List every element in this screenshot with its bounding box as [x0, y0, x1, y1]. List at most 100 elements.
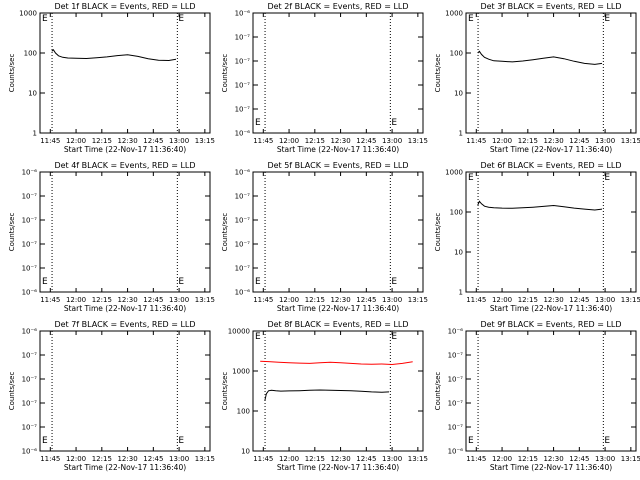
y-tick-label: 10⁻⁶ — [235, 169, 251, 177]
x-tick-label: 13:00 — [169, 137, 189, 145]
y-tick-label: 1000 — [19, 10, 37, 18]
y-tick-label: 100 — [24, 50, 37, 58]
y-tick-label: 1000 — [445, 10, 463, 18]
y-tick-label: 10⁻⁶ — [22, 448, 38, 456]
x-tick-label: 12:15 — [518, 137, 538, 145]
plot-frame — [465, 171, 637, 293]
x-tick-label: 12:00 — [492, 455, 512, 463]
panel-det-4: Det 4f BLACK = Events, RED = LLD 11:45 12:… — [8, 161, 215, 313]
x-tick-label: 12:30 — [330, 296, 350, 304]
x-tick-label: 11:45 — [253, 455, 273, 463]
x-tick-label: 13:00 — [382, 296, 402, 304]
y-axis-label: Counts/sec — [221, 54, 229, 93]
y-tick-label: 10 — [454, 249, 463, 257]
x-tick-label: 13:00 — [382, 455, 402, 463]
x-tick-label: 13:00 — [169, 296, 189, 304]
panel-title: Det 6f BLACK = Events, RED = LLD — [480, 161, 621, 170]
event-marker-start: E — [255, 277, 261, 287]
x-tick-label: 13:15 — [195, 137, 215, 145]
x-tick-label: 12:45 — [569, 455, 589, 463]
x-tick-label: 12:15 — [92, 296, 112, 304]
x-tick-label: 12:00 — [279, 296, 299, 304]
x-tick-label: 12:30 — [543, 296, 563, 304]
y-tick-label: 10 — [241, 448, 250, 456]
panel-det-3: Det 3f BLACK = Events, RED = LLD 11:45 12:… — [434, 2, 640, 154]
x-tick-label: 12:00 — [66, 137, 86, 145]
y-tick-label: 10⁻⁷ — [235, 106, 251, 114]
x-tick-label: 13:00 — [595, 137, 615, 145]
x-tick-label: 12:45 — [569, 137, 589, 145]
y-axis-label: Counts/sec — [221, 372, 229, 411]
y-axis-label: Counts/sec — [8, 372, 16, 411]
x-tick-label: 12:45 — [356, 137, 376, 145]
x-tick-label: 11:45 — [253, 296, 273, 304]
x-tick-label: 11:45 — [40, 137, 60, 145]
y-tick-label: 10000 — [228, 328, 250, 336]
x-tick-label: 12:30 — [543, 137, 563, 145]
x-tick-label: 11:45 — [466, 455, 486, 463]
plot-frame — [39, 330, 211, 452]
x-tick-label: 12:00 — [279, 137, 299, 145]
y-tick-label: 10⁻⁶ — [22, 328, 38, 336]
y-tick-label: 10⁻⁷ — [22, 424, 38, 432]
x-tick-label: 13:00 — [382, 137, 402, 145]
y-tick-label: 10⁻⁶ — [448, 448, 464, 456]
x-tick-label: 13:15 — [408, 455, 428, 463]
x-tick-label: 12:45 — [143, 455, 163, 463]
plot-frame — [252, 171, 424, 293]
y-tick-label: 10⁻⁷ — [235, 193, 251, 201]
plot-frame — [465, 330, 637, 452]
panel-det-7: Det 7f BLACK = Events, RED = LLD 11:45 12:… — [8, 320, 215, 472]
x-tick-label: 12:00 — [66, 296, 86, 304]
event-marker-end: E — [604, 173, 610, 183]
panel-det-8: Det 8f BLACK = Events, RED = LLD 11:45 12:… — [221, 320, 428, 472]
x-tick-label: 13:00 — [595, 296, 615, 304]
y-tick-label: 10 — [28, 90, 37, 98]
x-tick-label: 13:15 — [621, 455, 640, 463]
panel-title: Det 3f BLACK = Events, RED = LLD — [480, 2, 621, 11]
panel-title: Det 1f BLACK = Events, RED = LLD — [54, 2, 195, 11]
panel-det-6: Det 6f BLACK = Events, RED = LLD 11:45 12:… — [434, 161, 640, 313]
x-tick-label: 12:45 — [143, 137, 163, 145]
y-tick-label: 1 — [33, 130, 37, 138]
x-tick-label: 11:45 — [40, 455, 60, 463]
y-tick-label: 10⁻⁶ — [235, 130, 251, 138]
x-tick-label: 12:30 — [117, 296, 137, 304]
y-tick-label: 10⁻⁷ — [235, 241, 251, 249]
panel-title: Det 5f BLACK = Events, RED = LLD — [267, 161, 408, 170]
y-tick-label: 10⁻⁶ — [235, 10, 251, 18]
x-tick-label: 13:00 — [169, 455, 189, 463]
y-axis-label: Counts/sec — [8, 213, 16, 252]
plot-frame — [39, 171, 211, 293]
event-marker-end: E — [178, 14, 184, 24]
plot-frame — [252, 12, 424, 134]
x-tick-label: 12:45 — [356, 296, 376, 304]
y-axis-label: Counts/sec — [221, 213, 229, 252]
event-marker-start: E — [42, 277, 48, 287]
event-marker-end: E — [604, 14, 610, 24]
panel-title: Det 4f BLACK = Events, RED = LLD — [54, 161, 195, 170]
x-tick-label: 12:15 — [305, 137, 325, 145]
x-tick-label: 13:15 — [408, 137, 428, 145]
event-marker-end: E — [178, 277, 184, 287]
y-tick-label: 10⁻⁷ — [22, 217, 38, 225]
y-tick-label: 10⁻⁷ — [22, 400, 38, 408]
event-marker-end: E — [391, 332, 397, 342]
x-axis-label: Start Time (22-Nov-17 11:36:40) — [277, 463, 399, 472]
event-marker-end: E — [391, 118, 397, 128]
x-tick-label: 12:00 — [492, 137, 512, 145]
x-tick-label: 12:00 — [492, 296, 512, 304]
x-tick-label: 11:45 — [466, 296, 486, 304]
y-tick-label: 10⁻⁷ — [235, 58, 251, 66]
x-tick-label: 12:30 — [543, 455, 563, 463]
panel-det-2: Det 2f BLACK = Events, RED = LLD 11:45 12:… — [221, 2, 428, 154]
y-tick-label: 10⁻⁷ — [22, 265, 38, 273]
x-tick-label: 11:45 — [40, 296, 60, 304]
event-marker-start: E — [42, 14, 48, 24]
x-axis-label: Start Time (22-Nov-17 11:36:40) — [64, 463, 186, 472]
x-axis-label: Start Time (22-Nov-17 11:36:40) — [64, 145, 186, 154]
x-axis-label: Start Time (22-Nov-17 11:36:40) — [490, 463, 612, 472]
x-tick-label: 12:00 — [279, 455, 299, 463]
y-tick-label: 100 — [450, 50, 463, 58]
y-tick-label: 100 — [450, 209, 463, 217]
